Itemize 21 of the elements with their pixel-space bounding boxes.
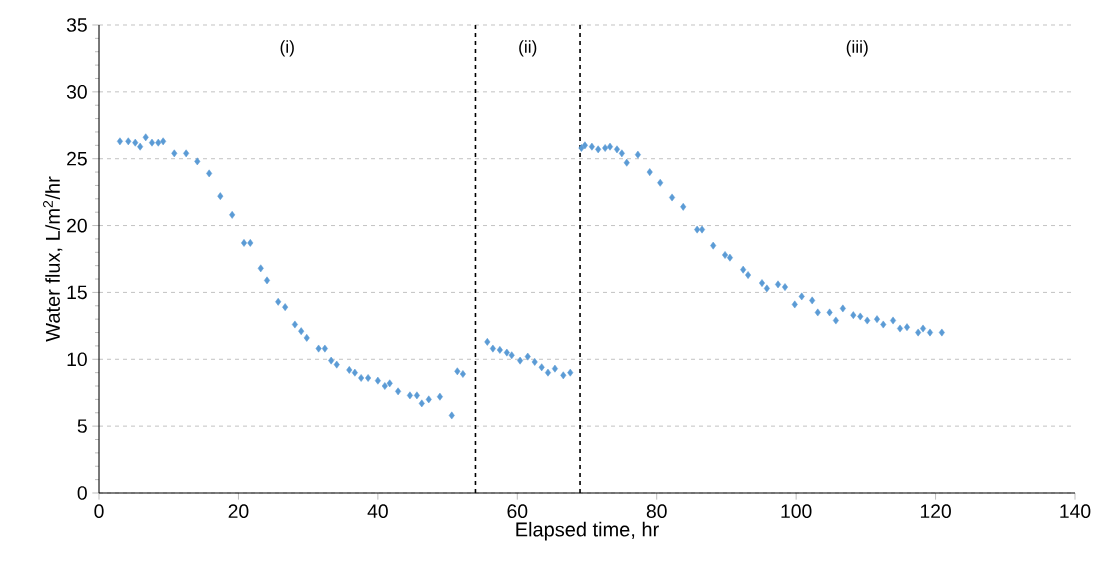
y-tick-label: 0 xyxy=(77,486,87,500)
x-tick-label: 0 xyxy=(94,504,104,519)
x-tick-label: 80 xyxy=(646,504,667,519)
x-tick-label: 100 xyxy=(781,504,812,519)
x-tick-label: 60 xyxy=(507,504,528,519)
y-tick-label: 10 xyxy=(67,352,87,367)
x-tick-label: 40 xyxy=(367,504,388,519)
x-axis-title: Elapsed time, hr xyxy=(516,521,659,541)
y-tick-label: 30 xyxy=(66,84,87,99)
y-tick-label: 5 xyxy=(77,419,87,433)
y-tick-label: 25 xyxy=(67,151,87,166)
annotation: (ii) xyxy=(519,40,537,57)
y-tick-label: 35 xyxy=(66,18,87,32)
annotation: (iii) xyxy=(846,40,868,57)
x-tick-label: 140 xyxy=(1060,504,1091,519)
x-tick-label: 120 xyxy=(920,504,951,519)
y-tick-label: 15 xyxy=(67,285,87,300)
y-tick-label: 20 xyxy=(67,218,87,233)
annotation: (i) xyxy=(280,40,294,57)
y-axis-title: Water flux, L/m$^{2}$/hr xyxy=(43,176,63,342)
x-tick-label: 20 xyxy=(228,504,249,519)
